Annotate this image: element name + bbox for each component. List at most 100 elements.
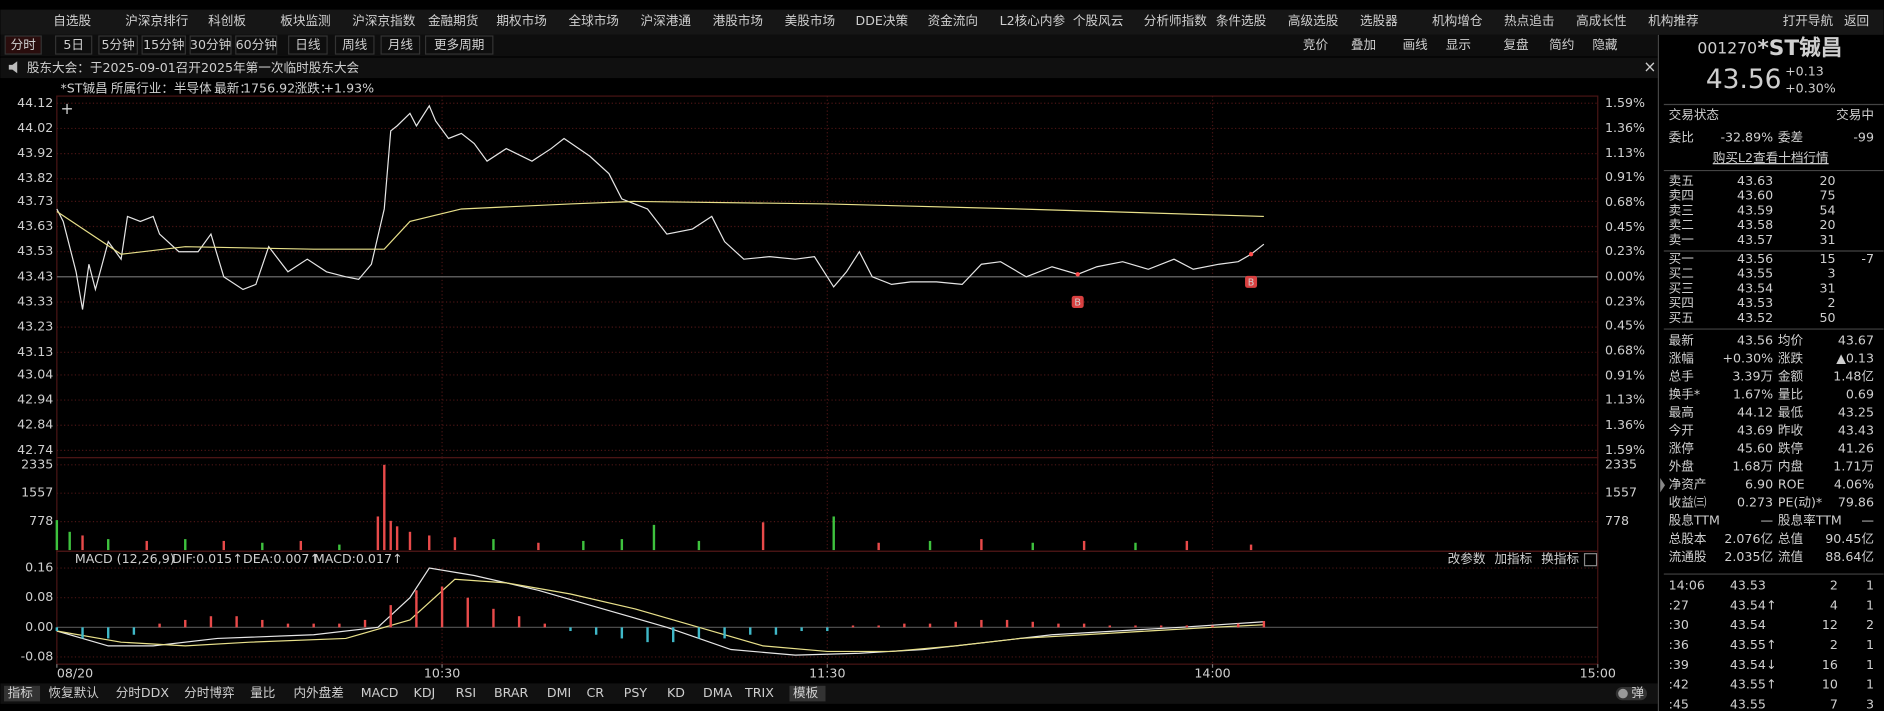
menu-item[interactable]: 机构增仓: [1432, 13, 1483, 28]
menu-item[interactable]: 全球市场: [568, 13, 618, 28]
menu-item[interactable]: 热点追击: [1504, 13, 1554, 28]
indicator-tool[interactable]: 换指标: [1541, 551, 1579, 566]
indicator-tab[interactable]: KD: [667, 685, 685, 700]
tool-button[interactable]: 叠加: [1351, 37, 1376, 52]
period-tab[interactable]: 30分钟: [190, 37, 231, 52]
industry: 所属行业：半导体: [111, 80, 212, 95]
period-tab-frame[interactable]: [424, 35, 494, 55]
menu-item[interactable]: 板块监测: [280, 13, 330, 28]
indicator-close[interactable]: [1583, 553, 1598, 567]
macd-bar: [697, 627, 701, 639]
indicator-tab[interactable]: MACD: [361, 685, 399, 700]
panel-toggle[interactable]: [1660, 478, 1666, 493]
macd-bar: [55, 627, 59, 632]
menu-item[interactable]: 沪深港通: [641, 13, 692, 28]
menu-item[interactable]: 港股市场: [713, 13, 763, 28]
tool-button[interactable]: 画线: [1403, 37, 1429, 52]
indicator-tab[interactable]: 分时DDX: [116, 685, 170, 700]
period-tab[interactable]: 15分钟: [143, 37, 184, 52]
y-tick-label: 43.04: [17, 366, 53, 381]
indicator-tab[interactable]: DMA: [703, 685, 733, 700]
menu-item[interactable]: 分析师指数: [1144, 13, 1207, 28]
period-tab-frame[interactable]: [141, 35, 186, 55]
tool-button[interactable]: 复盘: [1503, 37, 1529, 52]
macd-bar: [363, 619, 367, 628]
menu-item[interactable]: 个股风云: [1073, 13, 1123, 28]
indicator-tool[interactable]: 改参数: [1448, 551, 1486, 566]
period-tab[interactable]: 更多周期: [434, 37, 484, 52]
indicator-tab[interactable]: 恢复默认: [48, 685, 99, 700]
y2-tick-label: 0.45%: [1605, 317, 1645, 332]
indicator-tab[interactable]: RSI: [456, 685, 476, 700]
indicator-tab[interactable]: 指标: [8, 685, 34, 700]
tool-button[interactable]: 竞价: [1303, 37, 1329, 52]
menu-item[interactable]: 自选股: [53, 13, 91, 28]
indicator-tab[interactable]: CR: [586, 685, 604, 700]
period-tab[interactable]: 日线: [295, 37, 321, 52]
trade-volume: 2: [1830, 578, 1838, 593]
indicator-tab[interactable]: 内外盘差: [293, 685, 343, 700]
period-tab[interactable]: 月线: [388, 37, 414, 52]
menu-item[interactable]: DDE决策: [856, 13, 909, 28]
period-tab-frame[interactable]: [55, 35, 93, 55]
period-tab[interactable]: 5分钟: [101, 37, 134, 52]
indicator-tab[interactable]: KDJ: [414, 685, 436, 700]
period-tab-frame[interactable]: [235, 35, 278, 55]
period-tab-frame[interactable]: [4, 35, 42, 55]
menu-item[interactable]: 条件选股: [1216, 13, 1267, 28]
indicator-tab[interactable]: PSY: [624, 685, 648, 700]
tool-button[interactable]: 隐藏: [1592, 37, 1618, 52]
indicator-tab[interactable]: 模板: [793, 685, 819, 700]
tool-button[interactable]: 简约: [1549, 37, 1574, 52]
y-tick-label: 0.16: [25, 560, 53, 575]
menu-item[interactable]: 科创板: [208, 13, 246, 28]
indicator-tab[interactable]: BRAR: [494, 685, 529, 700]
menu-item[interactable]: 打开导航: [1783, 13, 1834, 28]
y2-tick-label: 1.36%: [1605, 417, 1645, 432]
menu-item[interactable]: 沪深京排行: [125, 13, 188, 28]
period-tab-frame[interactable]: [334, 35, 375, 55]
macd-bar: [1262, 621, 1266, 628]
stat-value: 43.25: [1838, 405, 1874, 420]
menu-item[interactable]: 机构推荐: [1648, 13, 1698, 28]
menu-item[interactable]: 高成长性: [1576, 13, 1626, 28]
l2-link[interactable]: 购买L2查看十档行情: [1713, 150, 1829, 165]
order-level: 卖三: [1669, 202, 1694, 217]
period-tab[interactable]: 周线: [342, 37, 368, 52]
period-tab-frame[interactable]: [98, 35, 138, 55]
menu-item[interactable]: 选股器: [1360, 13, 1398, 28]
expand-icon[interactable]: +: [60, 100, 73, 118]
tool-button[interactable]: 显示: [1446, 37, 1471, 52]
order-level: 买二: [1669, 266, 1694, 281]
period-tab[interactable]: 分时: [11, 37, 37, 52]
menu-item[interactable]: 沪深京指数: [352, 13, 415, 28]
indicator-tab[interactable]: TRIX: [744, 685, 774, 700]
popup-toggle-label[interactable]: 弹: [1631, 685, 1644, 700]
indicator-tool[interactable]: 加指标: [1494, 551, 1532, 566]
y-tick-label: 43.43: [17, 268, 53, 283]
period-tab-frame[interactable]: [189, 35, 232, 55]
period-tab-frame[interactable]: [380, 35, 421, 55]
macd-bar: [928, 623, 932, 628]
volume-bar: [652, 524, 656, 551]
indicator-tab[interactable]: 量比: [250, 685, 275, 700]
menu-item[interactable]: 美股市场: [785, 13, 835, 28]
period-tab[interactable]: 5日: [63, 37, 84, 52]
menu-item[interactable]: 金融期货: [428, 13, 478, 28]
period-tab-frame[interactable]: [288, 35, 328, 55]
tab-frame[interactable]: [4, 685, 41, 702]
menu-item[interactable]: 期权市场: [496, 13, 546, 28]
y2-tick-label: 778: [1605, 513, 1629, 528]
indicator-tab[interactable]: 分时博弈: [184, 685, 234, 700]
tab-frame[interactable]: [789, 685, 826, 702]
menu-item[interactable]: 高级选股: [1288, 13, 1339, 28]
bottom-bar: [0, 683, 1658, 704]
indicator-tab[interactable]: DMI: [547, 685, 571, 700]
menu-item[interactable]: 资金流向: [928, 13, 978, 28]
menu-item[interactable]: 返回: [1844, 13, 1869, 28]
close-icon[interactable]: ×: [1643, 58, 1656, 76]
period-tab[interactable]: 60分钟: [236, 37, 277, 52]
volume-bar: [261, 542, 264, 551]
menu-item[interactable]: L2核心内参: [1000, 13, 1066, 28]
